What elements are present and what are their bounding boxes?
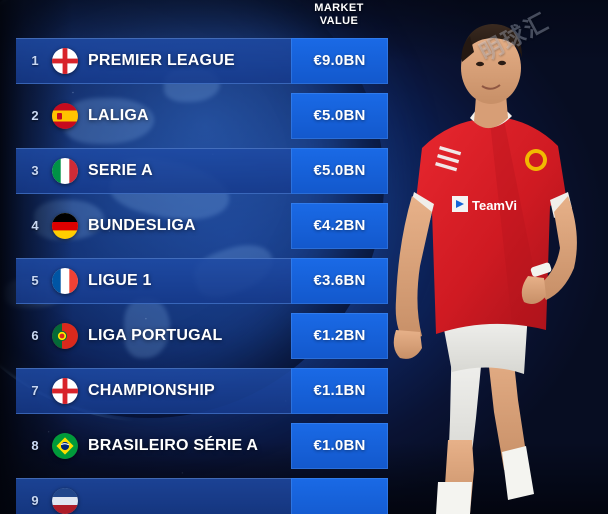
market-value-header-line2: VALUE — [319, 15, 359, 27]
rank-number: 6 — [31, 328, 39, 343]
market-value-cell: €5.0BN — [291, 93, 388, 139]
market-value-cell: €5.0BN — [291, 148, 388, 194]
table-row[interactable]: 2 LALIGA €5.0BN — [0, 93, 608, 139]
league-name: BRASILEIRO SÉRIE A — [88, 437, 259, 454]
portugal-flag-icon — [52, 323, 78, 349]
league-name: CHAMPIONSHIP — [88, 382, 215, 399]
rank-number: 8 — [31, 438, 39, 453]
market-value-cell: €9.0BN — [291, 38, 388, 84]
table-row[interactable]: 1 PREMIER LEAGUE €9.0BN — [0, 38, 608, 84]
market-value-cell: €1.2BN — [291, 313, 388, 359]
rank-number: 5 — [31, 273, 39, 288]
league-name: LIGA PORTUGAL — [88, 327, 223, 344]
italy-flag-icon — [52, 158, 78, 184]
market-value-cell — [291, 478, 388, 514]
league-ranking-table: 1 PREMIER LEAGUE €9.0BN 2 LALIGA €5.0BN 3 SERIE… — [0, 38, 608, 514]
table-row[interactable]: 4 BUNDESLIGA €4.2BN — [0, 203, 608, 249]
rank-number: 2 — [31, 108, 39, 123]
spain-flag-icon — [52, 103, 78, 129]
league-name: PREMIER LEAGUE — [88, 52, 235, 69]
france-flag-icon — [52, 268, 78, 294]
germany-flag-icon — [52, 213, 78, 239]
market-value-cell: €1.1BN — [291, 368, 388, 414]
market-value-header-line1: MARKET — [314, 2, 364, 14]
market-value-cell: €4.2BN — [291, 203, 388, 249]
market-value-cell: €3.6BN — [291, 258, 388, 304]
rank-number: 4 — [31, 218, 39, 233]
market-value-cell: €1.0BN — [291, 423, 388, 469]
table-row[interactable]: 9 — [0, 478, 608, 514]
table-row[interactable]: 6 LIGA PORTUGAL €1.2BN — [0, 313, 608, 359]
england-flag-icon — [52, 378, 78, 404]
market-value-column-header: MARKET VALUE — [291, 2, 387, 28]
league-name: LALIGA — [88, 107, 149, 124]
rank-number: 9 — [31, 493, 39, 508]
rank-number: 7 — [31, 383, 39, 398]
table-row[interactable]: 5 LIGUE 1 €3.6BN — [0, 258, 608, 304]
england-flag-icon — [52, 48, 78, 74]
table-row[interactable]: 3 SERIE A €5.0BN — [0, 148, 608, 194]
league-name: LIGUE 1 — [88, 272, 152, 289]
brazil-flag-icon — [52, 433, 78, 459]
league-name: BUNDESLIGA — [88, 217, 196, 234]
partial-flag-icon — [52, 488, 78, 514]
table-row[interactable]: 8 BRASILEIRO SÉRIE A €1.0BN — [0, 423, 608, 469]
rank-number: 1 — [31, 53, 39, 68]
rank-number: 3 — [31, 163, 39, 178]
league-name: SERIE A — [88, 162, 153, 179]
table-row[interactable]: 7 CHAMPIONSHIP €1.1BN — [0, 368, 608, 414]
